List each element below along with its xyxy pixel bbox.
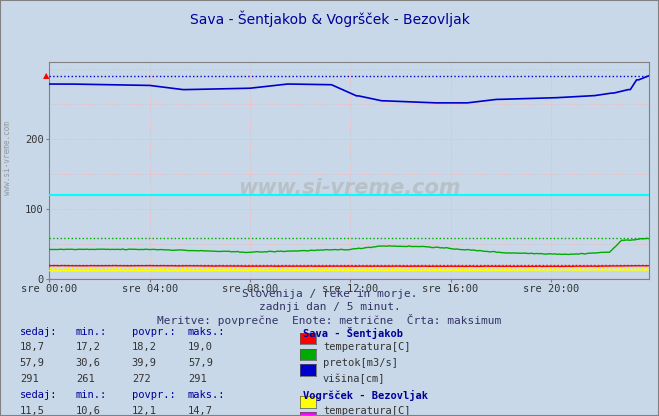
Text: www.si-vreme.com: www.si-vreme.com (238, 178, 461, 198)
Text: 291: 291 (188, 374, 206, 384)
Text: maks.:: maks.: (188, 390, 225, 400)
Text: Meritve: povprečne  Enote: metrične  Črta: maksimum: Meritve: povprečne Enote: metrične Črta:… (158, 314, 501, 326)
Text: zadnji dan / 5 minut.: zadnji dan / 5 minut. (258, 302, 401, 312)
Text: 57,9: 57,9 (188, 358, 213, 368)
Text: 261: 261 (76, 374, 94, 384)
Text: sedaj:: sedaj: (20, 390, 57, 400)
Text: Sava - Šentjakob: Sava - Šentjakob (303, 327, 403, 339)
Text: min.:: min.: (76, 390, 107, 400)
Text: 19,0: 19,0 (188, 342, 213, 352)
Text: 18,7: 18,7 (20, 342, 45, 352)
Text: Sava - Šentjakob & Vogršček - Bezovljak: Sava - Šentjakob & Vogršček - Bezovljak (190, 10, 469, 27)
Text: povpr.:: povpr.: (132, 327, 175, 337)
Text: povpr.:: povpr.: (132, 390, 175, 400)
Text: pretok[m3/s]: pretok[m3/s] (323, 358, 398, 368)
Text: 10,6: 10,6 (76, 406, 101, 416)
Text: višina[cm]: višina[cm] (323, 374, 386, 384)
Text: ▲: ▲ (43, 71, 49, 80)
Text: temperatura[C]: temperatura[C] (323, 406, 411, 416)
Text: Slovenija / reke in morje.: Slovenija / reke in morje. (242, 289, 417, 299)
Text: 12,1: 12,1 (132, 406, 157, 416)
Text: 39,9: 39,9 (132, 358, 157, 368)
Text: 272: 272 (132, 374, 150, 384)
Text: sedaj:: sedaj: (20, 327, 57, 337)
Text: maks.:: maks.: (188, 327, 225, 337)
Text: 291: 291 (20, 374, 38, 384)
Text: 17,2: 17,2 (76, 342, 101, 352)
Text: min.:: min.: (76, 327, 107, 337)
Text: 11,5: 11,5 (20, 406, 45, 416)
Text: www.si-vreme.com: www.si-vreme.com (3, 121, 13, 195)
Text: 30,6: 30,6 (76, 358, 101, 368)
Text: 57,9: 57,9 (20, 358, 45, 368)
Text: temperatura[C]: temperatura[C] (323, 342, 411, 352)
Text: 14,7: 14,7 (188, 406, 213, 416)
Text: 18,2: 18,2 (132, 342, 157, 352)
Text: Vogršček - Bezovljak: Vogršček - Bezovljak (303, 390, 428, 401)
